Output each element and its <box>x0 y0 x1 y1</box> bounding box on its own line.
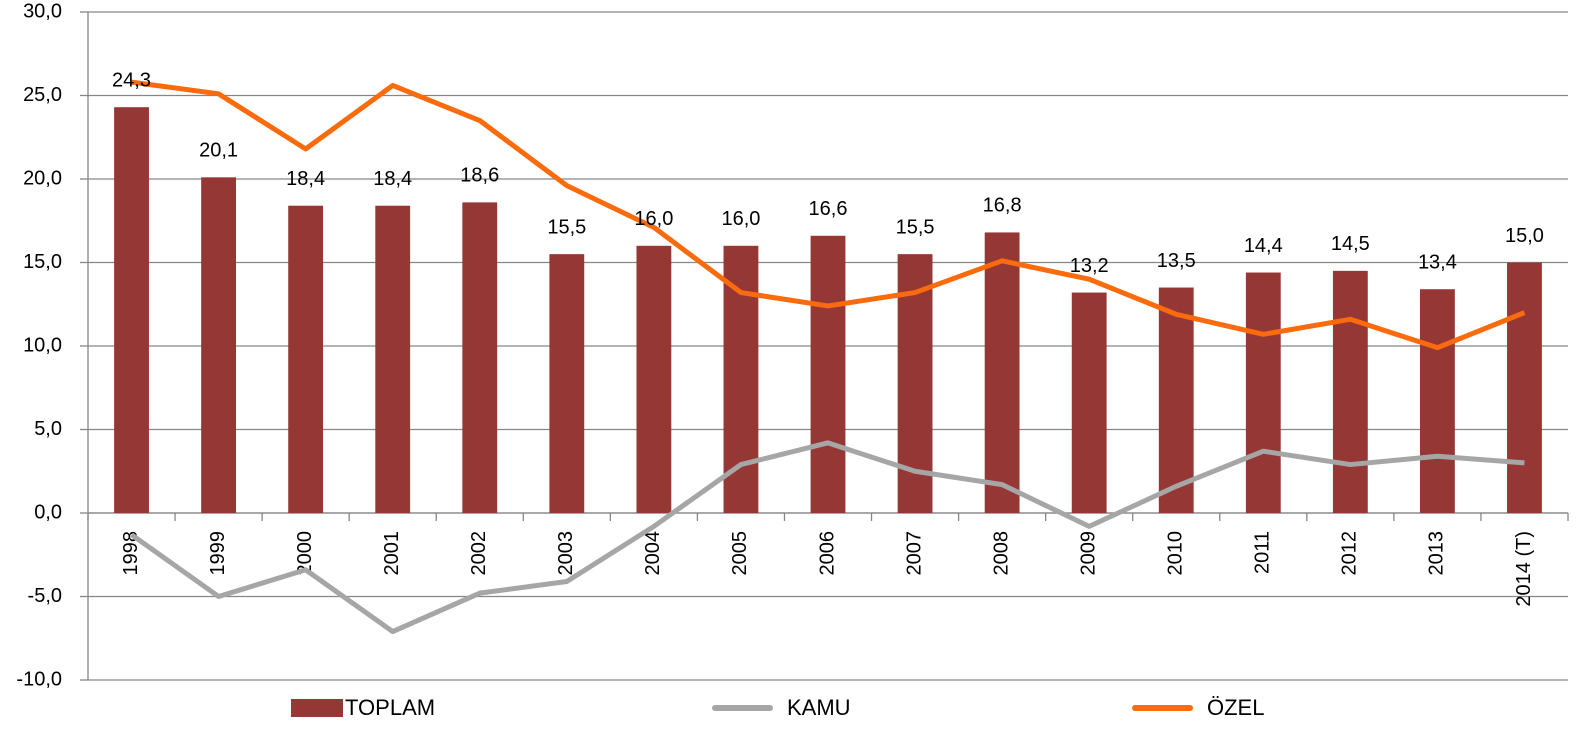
x-tick-label: 2009 <box>1077 531 1099 576</box>
bar <box>1332 270 1368 513</box>
bar <box>984 232 1020 513</box>
data-label: 15,5 <box>896 216 935 238</box>
x-tick-label: 2000 <box>294 531 316 576</box>
y-tick-label: 15,0 <box>23 251 62 273</box>
x-tick-label: 2007 <box>903 531 925 576</box>
bar <box>1507 262 1542 513</box>
bar <box>462 202 498 513</box>
legend-swatch <box>291 699 343 717</box>
data-label: 16,8 <box>983 195 1022 217</box>
bar <box>549 254 585 513</box>
bar <box>810 235 846 513</box>
x-tick-label: 2011 <box>1252 531 1274 574</box>
line <box>131 79 1526 351</box>
y-tick-label: -10,0 <box>16 668 62 690</box>
bar <box>288 205 324 513</box>
bar <box>1071 292 1107 513</box>
x-tick-label: 2003 <box>555 531 577 576</box>
data-label: 18,4 <box>286 168 325 190</box>
legend-label: KAMU <box>787 695 851 720</box>
x-tick-label: 2006 <box>816 531 838 576</box>
data-label: 18,6 <box>460 165 499 187</box>
data-label: 24,3 <box>112 69 151 91</box>
x-tick-label: 2001 <box>381 531 403 576</box>
bar <box>1158 287 1194 513</box>
x-tick-label: 1999 <box>207 531 229 576</box>
bar <box>375 205 411 513</box>
line <box>130 440 1525 635</box>
y-tick-label: 5,0 <box>34 418 62 440</box>
y-tick-label: 20,0 <box>23 167 62 189</box>
bar <box>201 177 236 513</box>
x-tick-label: 2010 <box>1165 531 1187 576</box>
bar <box>636 245 672 514</box>
bar <box>114 107 149 513</box>
x-tick-label: 2008 <box>990 531 1012 576</box>
y-tick-label: 25,0 <box>23 84 62 106</box>
data-label: 15,5 <box>547 216 586 238</box>
data-label: 20,1 <box>199 140 238 162</box>
x-tick-label: 2004 <box>642 531 664 576</box>
legend-label: TOPLAM <box>345 695 435 720</box>
data-label: 16,6 <box>809 198 848 220</box>
data-label: 16,0 <box>721 208 760 230</box>
x-tick-label: 2013 <box>1426 531 1448 576</box>
data-label: 13,2 <box>1070 255 1109 277</box>
data-label: 13,4 <box>1418 252 1457 274</box>
x-tick-label: 2002 <box>468 531 490 576</box>
bar <box>1420 289 1455 513</box>
data-label: 18,4 <box>373 168 412 190</box>
x-tick-label: 1998 <box>120 531 142 576</box>
y-tick-label: 30,0 <box>23 0 62 22</box>
legend-label: ÖZEL <box>1207 695 1264 720</box>
x-tick-label: 2005 <box>729 531 751 576</box>
data-label: 13,5 <box>1157 250 1196 272</box>
y-tick-label: 0,0 <box>34 501 62 523</box>
x-tick-label: 2014 (T) <box>1513 531 1535 607</box>
y-tick-label: 10,0 <box>23 334 62 356</box>
data-label: 16,0 <box>634 208 673 230</box>
y-tick-label: -5,0 <box>28 585 62 607</box>
data-label: 15,0 <box>1505 225 1544 247</box>
data-label: 14,5 <box>1331 233 1370 255</box>
data-label: 14,4 <box>1244 235 1283 257</box>
bar <box>1245 272 1281 513</box>
x-tick-label: 2012 <box>1339 531 1361 576</box>
